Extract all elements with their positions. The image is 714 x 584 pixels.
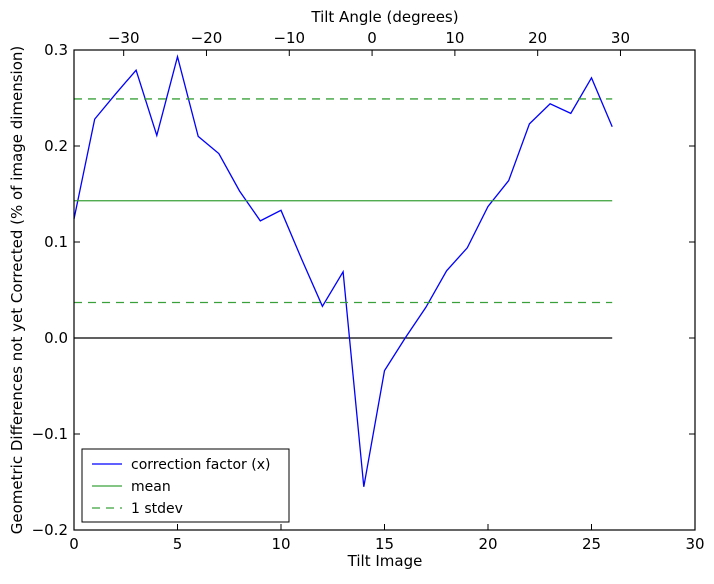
legend-label: 1 stdev bbox=[131, 501, 183, 517]
x-tick-label: 25 bbox=[582, 535, 601, 553]
series-line-1 bbox=[73, 54, 613, 487]
legend: correction factor (x) mean 1 stdev bbox=[81, 448, 290, 523]
x-tick-label: 5 bbox=[173, 535, 183, 553]
x-tick-label: 15 bbox=[375, 535, 394, 553]
top-tick-label: 20 bbox=[528, 29, 547, 47]
y-axis-label: Geometric Differences not yet Corrected … bbox=[8, 46, 26, 535]
x-tick-label: 0 bbox=[69, 535, 79, 553]
y-tick-label: −0.1 bbox=[32, 425, 68, 443]
y-tick-label: −0.2 bbox=[32, 521, 68, 539]
legend-label: mean bbox=[131, 479, 171, 495]
y-tick-label: 0.1 bbox=[44, 233, 68, 251]
plot-area bbox=[73, 54, 613, 487]
x-tick-label: 20 bbox=[478, 535, 497, 553]
top-tick-label: 0 bbox=[367, 29, 377, 47]
axes: 0 5 10 15 20 25 30 −0.2 −0.1 0.0 0.1 0.2 0.3 −30 −20 −1… bbox=[32, 29, 705, 553]
y-tick-label: 0.2 bbox=[44, 137, 68, 155]
x-tick-label: 10 bbox=[271, 535, 290, 553]
legend-label: correction factor (x) bbox=[131, 457, 270, 473]
top-tick-label: 10 bbox=[445, 29, 464, 47]
top-tick-label: −30 bbox=[108, 29, 140, 47]
x-axis-label: Tilt Image bbox=[347, 552, 423, 570]
y-tick-label: 0.0 bbox=[44, 329, 68, 347]
top-axis-label: Tilt Angle (degrees) bbox=[310, 8, 458, 26]
top-tick-label: −10 bbox=[273, 29, 305, 47]
x-tick-label: 30 bbox=[685, 535, 704, 553]
top-tick-label: 30 bbox=[611, 29, 630, 47]
y-tick-label: 0.3 bbox=[44, 41, 68, 59]
top-tick-label: −20 bbox=[191, 29, 223, 47]
